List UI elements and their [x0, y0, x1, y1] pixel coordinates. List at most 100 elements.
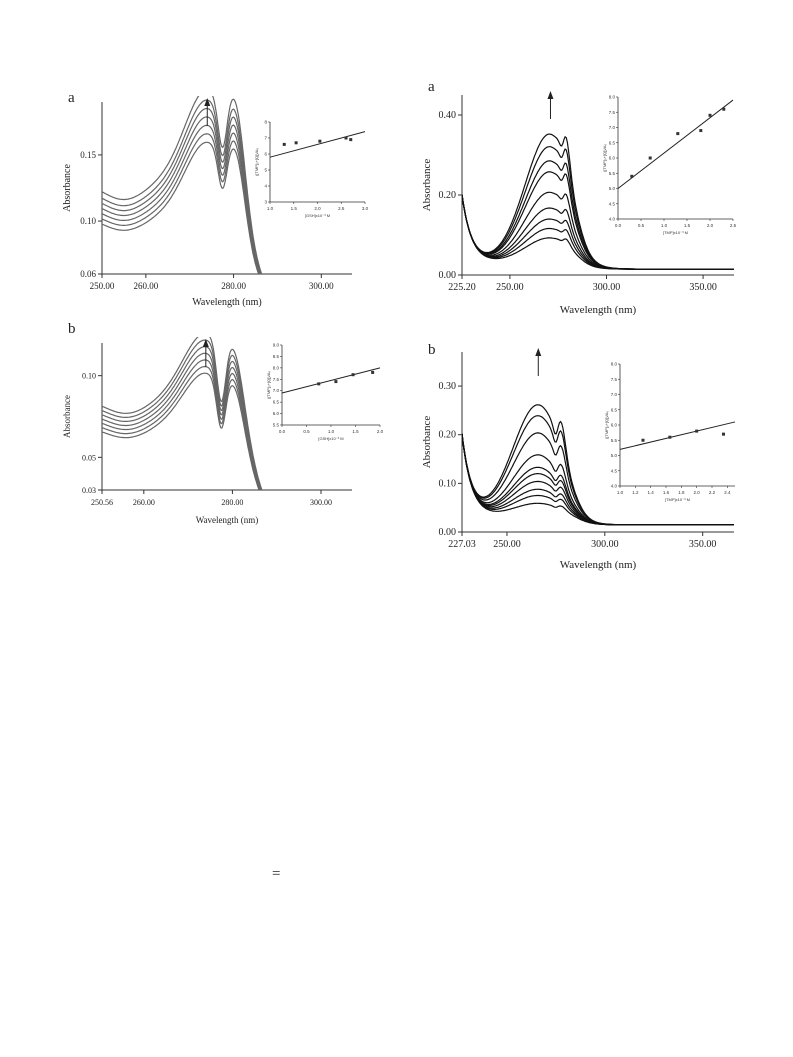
chart-top-right: a 225.20 250.00 300.00 350.00 0.00 0.20 0.40 Wav… — [421, 79, 737, 316]
inset-y-axis-label: ([TMP]₀+[Q])/A₀ — [602, 144, 607, 172]
inset-x-axis-label: [TMP]x10⁻³ M — [665, 497, 690, 502]
inset-y-tick-label: 6.5 — [609, 140, 616, 145]
inset-y-tick-label: 8.0 — [609, 95, 616, 100]
chart-panel-top-left: a 250.00 260.00 280.00 300.00 0.06 0.10 0.15 Wav… — [60, 80, 390, 312]
inset-x-tick-label: 1.2 — [632, 490, 639, 495]
spectrum-series-line — [102, 339, 263, 490]
inset-x-tick-label: 1.8 — [678, 490, 685, 495]
inset-y-tick-label: 8.0 — [611, 362, 618, 367]
inset-x-tick-label: 0.5 — [638, 223, 645, 228]
x-tick-label: 250.00 — [496, 282, 523, 293]
y-tick-label: 0.00 — [439, 270, 457, 281]
y-tick-label: 0.20 — [439, 430, 457, 441]
x-tick-label: 300.00 — [310, 498, 332, 507]
spectrum-series-line — [102, 124, 261, 274]
x-tick-label: 280.00 — [221, 498, 243, 507]
inset-data-point — [294, 141, 298, 145]
y-axis-label: Absorbance — [421, 159, 433, 212]
x-tick-label: 260.00 — [133, 498, 155, 507]
inset-y-tick-label: 8 — [264, 120, 267, 125]
inset-data-point — [676, 132, 680, 136]
x-axis-label: Wavelength (nm) — [192, 297, 261, 308]
spectrum-series-line — [102, 141, 260, 274]
inset-data-point — [317, 382, 321, 386]
inset-data-point — [349, 138, 353, 142]
spectrum-series-line — [102, 352, 262, 490]
inset-x-axis-label: [GSH]x10⁻³ M — [318, 436, 343, 441]
panel-label: b — [428, 342, 436, 358]
chart-panel-bottom-left: b 250.56 260.00 280.00 300.00 0.03 0.05 0.10 Wav… — [60, 315, 390, 530]
inset-data-point — [722, 107, 726, 111]
inset-plot: 0.0 0.5 1.0 1.5 2.0 5.5 6.0 6.5 7.0 7.5 8.0 8.5 9.0 [… — [266, 341, 384, 441]
inset-y-tick-label: 8.5 — [273, 354, 280, 359]
inset-y-tick-label: 5.0 — [609, 186, 616, 191]
spectrum-series-line — [102, 337, 263, 490]
x-tick-label: 250.00 — [90, 281, 115, 291]
inset-y-tick-label: 4.5 — [609, 201, 616, 206]
inset-y-tick-label: 4.0 — [609, 217, 616, 222]
x-tick-label: 350.00 — [689, 539, 717, 550]
inset-y-tick-label: 7.0 — [611, 392, 618, 397]
x-tick-label: 227.03 — [448, 539, 476, 550]
chart-panel-top-right: a 225.20 250.00 300.00 350.00 0.00 0.20 0.40 Wav… — [420, 75, 765, 320]
y-tick-label: 0.20 — [439, 190, 457, 201]
spectrum-series-line — [102, 96, 263, 274]
inset-plot: 1.0 1.2 1.4 1.6 1.8 2.0 2.2 2.4 4.0 4.5 5.0 5.5 6.0 6… — [604, 360, 739, 502]
chart-panel-bottom-right: b 227.03 250.00 300.00 350.00 0.00 0.10 0.20 0.3… — [420, 340, 765, 575]
x-tick-label: 350.00 — [689, 282, 717, 293]
inset-y-tick-label: 7.0 — [609, 125, 616, 130]
inset-data-point — [318, 139, 322, 143]
panel-label: a — [68, 90, 75, 106]
inset-y-tick-label: 7 — [264, 136, 267, 141]
spectrum-series-line — [102, 107, 262, 274]
inset-x-tick-label: 1.5 — [352, 429, 359, 434]
inset-y-tick-label: 7.5 — [609, 110, 616, 115]
inset-y-tick-label: 6.5 — [611, 407, 618, 412]
x-axis-label: Wavelength (nm) — [196, 515, 259, 525]
inset-x-tick-label: 1.0 — [267, 206, 274, 211]
inset-y-tick-label: 7.5 — [273, 377, 280, 382]
inset-data-point — [648, 156, 652, 160]
inset-x-axis-label: [TMP]x10⁻³ M — [663, 230, 688, 235]
spectrum-series-line — [462, 133, 734, 270]
chart-bottom-left: b 250.56 260.00 280.00 300.00 0.03 0.05 0.10 Wav… — [62, 321, 384, 525]
inset-data-point — [708, 113, 712, 117]
y-axis-label: Absorbance — [62, 395, 72, 438]
inset-x-tick-label: 1.5 — [684, 223, 691, 228]
spectrum-series-line — [102, 365, 261, 490]
x-tick-label: 250.00 — [493, 539, 521, 550]
inset-x-tick-label: 2.0 — [707, 223, 714, 228]
inset-y-tick-label: 7.5 — [611, 377, 618, 382]
inset-data-point — [641, 438, 645, 442]
inset-fit-line — [269, 131, 366, 158]
inset-y-tick-label: 5.5 — [611, 438, 618, 443]
y-tick-label: 0.30 — [439, 381, 457, 392]
inset-x-tick-label: 2.0 — [314, 206, 321, 211]
x-tick-label: 300.00 — [309, 281, 334, 291]
y-tick-label: 0.10 — [439, 478, 457, 489]
inset-x-tick-label: 1.0 — [328, 429, 335, 434]
inset-x-tick-label: 0.5 — [303, 429, 310, 434]
panel-label: a — [428, 79, 435, 95]
inset-y-tick-label: 7.0 — [273, 388, 280, 393]
x-tick-label: 280.00 — [221, 281, 246, 291]
inset-fit-line — [617, 99, 734, 189]
inset-x-tick-label: 2.0 — [694, 490, 701, 495]
inset-x-tick-label: 3.0 — [362, 206, 369, 211]
inset-plot: 1.0 1.5 2.0 2.5 3.0 3 4 5 6 7 8 [GSH]x10⁻³ M ([TMP]₀… — [254, 118, 369, 218]
x-tick-label: 300.00 — [593, 282, 621, 293]
spectrum-series-line — [102, 99, 262, 274]
y-tick-label: 0.06 — [80, 269, 96, 279]
y-tick-label: 0.40 — [439, 110, 457, 121]
inset-y-tick-label: 5.0 — [611, 453, 618, 458]
inset-y-tick-label: 6.0 — [611, 423, 618, 428]
inset-x-tick-label: 1.0 — [617, 490, 624, 495]
inset-y-tick-label: 6 — [264, 152, 267, 157]
x-tick-label: 225.20 — [448, 282, 476, 293]
inset-y-tick-label: 8.0 — [273, 365, 280, 370]
arrow-head-icon — [202, 339, 209, 347]
spectrum-series-line — [102, 116, 261, 274]
inset-y-axis-label: ([TMP]₀+[Q])/A₀ — [254, 148, 259, 176]
inset-x-tick-label: 1.4 — [648, 490, 655, 495]
inset-y-tick-label: 3 — [264, 200, 267, 205]
